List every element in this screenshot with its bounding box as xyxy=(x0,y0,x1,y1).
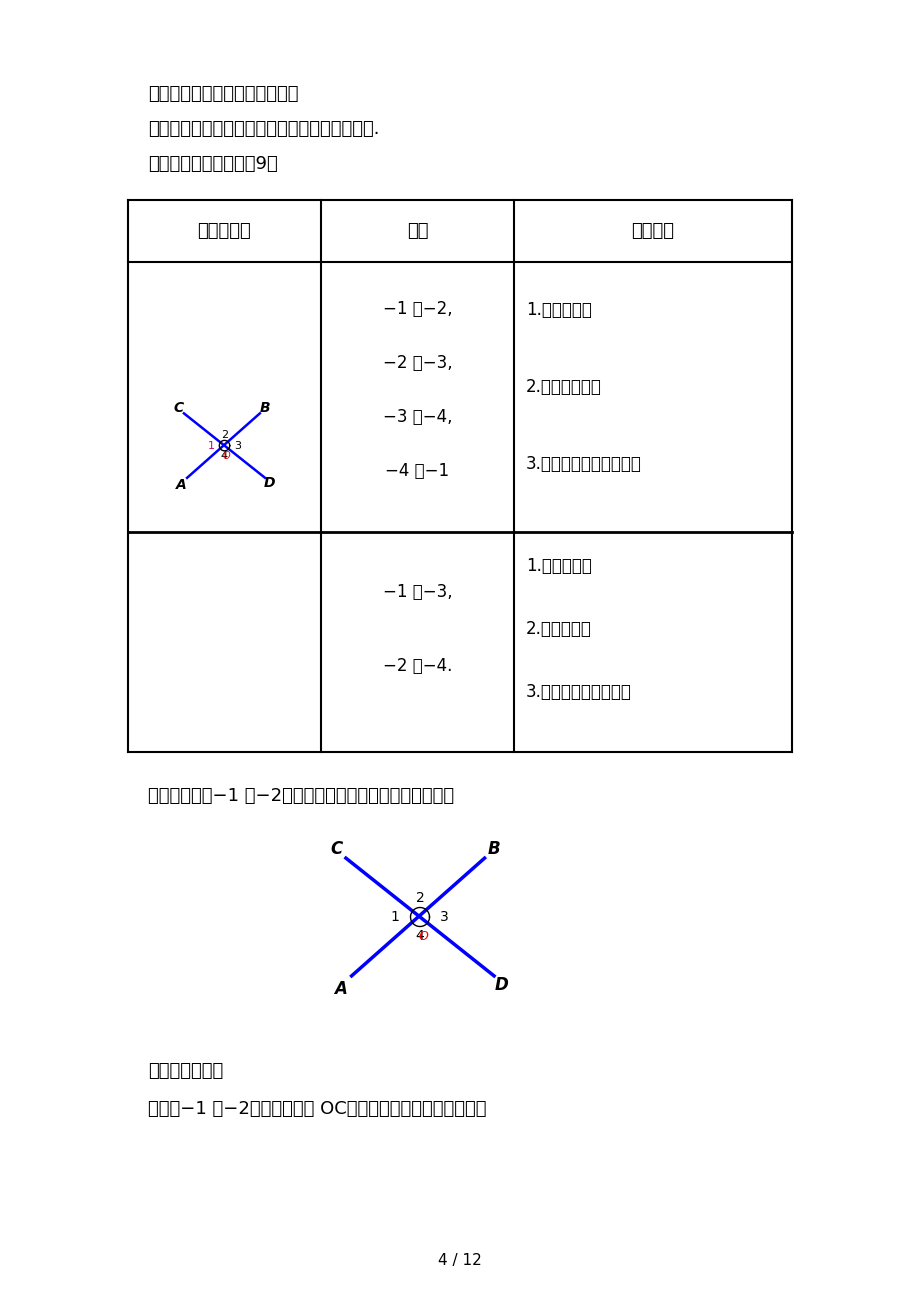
Text: 教师问：观察−1 和−2的顶点和两边，有怎样的位置关系？: 教师问：观察−1 和−2的顶点和两边，有怎样的位置关系？ xyxy=(148,786,454,805)
Text: −3 和−4,: −3 和−4, xyxy=(382,408,452,426)
Text: 4: 4 xyxy=(221,450,228,461)
Text: B: B xyxy=(259,401,270,415)
Text: A: A xyxy=(176,478,186,492)
Text: 3: 3 xyxy=(440,910,448,924)
Text: 教师问：这样分的标准是什么？: 教师问：这样分的标准是什么？ xyxy=(148,85,298,103)
Text: 4: 4 xyxy=(415,930,424,943)
Text: 两直线相交: 两直线相交 xyxy=(198,223,251,240)
Text: A: A xyxy=(334,980,346,999)
Text: 位置关系: 位置关系 xyxy=(630,223,674,240)
Text: D: D xyxy=(494,976,508,995)
Text: 1.有公共顶点: 1.有公共顶点 xyxy=(526,301,591,319)
Text: 4 / 12: 4 / 12 xyxy=(437,1253,482,1268)
Text: C: C xyxy=(174,401,184,415)
Text: 3: 3 xyxy=(234,440,242,450)
Text: 学生答：两边分别在一条直线上，有共同的顶点.: 学生答：两边分别在一条直线上，有共同的顶点. xyxy=(148,120,380,138)
Text: 2: 2 xyxy=(415,891,424,905)
Text: 2.有一条公共边: 2.有一条公共边 xyxy=(526,378,601,396)
Text: C: C xyxy=(330,840,342,858)
Text: O: O xyxy=(418,930,428,943)
Text: −1 和−2,: −1 和−2, xyxy=(382,299,452,318)
Text: 2.没有公共边: 2.没有公共边 xyxy=(526,620,591,638)
Text: −1 和−3,: −1 和−3, xyxy=(382,583,452,602)
Text: D: D xyxy=(263,477,275,490)
Text: 3.两边互为反向延长线: 3.两边互为反向延长线 xyxy=(526,682,631,700)
Text: −2 和−4.: −2 和−4. xyxy=(382,656,452,674)
Text: 分类: 分类 xyxy=(406,223,427,240)
Text: −4 和−1: −4 和−1 xyxy=(385,462,449,480)
Text: 如图，−1 与−2有一条公共边 OC，它们的另一边互为反向延长: 如图，−1 与−2有一条公共边 OC，它们的另一边互为反向延长 xyxy=(148,1100,486,1118)
Text: 总结点拨：（出示课件9）: 总结点拨：（出示课件9） xyxy=(148,155,278,173)
Text: 师生一起解答：: 师生一起解答： xyxy=(148,1062,223,1079)
Text: 2: 2 xyxy=(221,430,228,440)
Text: 1: 1 xyxy=(208,440,214,450)
Text: B: B xyxy=(487,840,500,858)
Text: 3.另一边互为反向延长线: 3.另一边互为反向延长线 xyxy=(526,454,641,473)
Text: 1.有公共顶点: 1.有公共顶点 xyxy=(526,557,591,575)
Text: −2 和−3,: −2 和−3, xyxy=(382,354,452,372)
Text: O: O xyxy=(222,450,230,461)
Text: 1: 1 xyxy=(391,910,399,924)
